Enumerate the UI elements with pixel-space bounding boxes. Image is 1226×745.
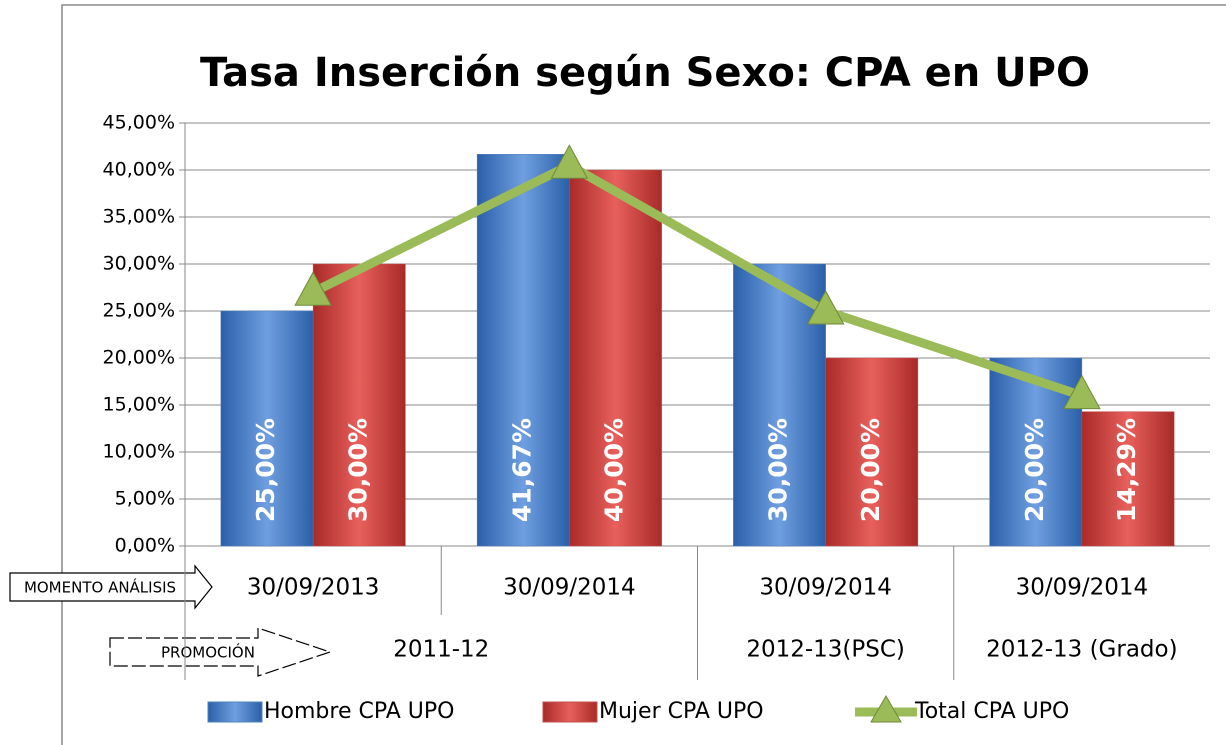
group-label: 2012-13 (Grado) [986, 637, 1177, 663]
value-label: 30,00% [764, 418, 793, 522]
y-tick-label: 10,00% [103, 441, 175, 463]
y-tick-label: 25,00% [103, 300, 175, 322]
bar [1081, 411, 1175, 547]
bar [476, 154, 570, 547]
group-label: 2012-13(PSC) [746, 637, 905, 663]
y-tick-label: 40,00% [103, 159, 175, 181]
value-label: 20,00% [856, 418, 885, 522]
legend-label: Mujer CPA UPO [599, 699, 764, 724]
bar [733, 263, 826, 547]
legend-label: Total CPA UPO [914, 699, 1069, 724]
bar [312, 263, 406, 547]
y-tick-label: 45,00% [103, 112, 175, 134]
value-label: 41,67% [507, 418, 536, 522]
chart-border [61, 4, 1226, 745]
annotation: MOMENTO ANÁLISIS [24, 578, 176, 597]
marker [294, 271, 332, 306]
x-tick-label: 30/09/2014 [759, 575, 892, 601]
value-label: 40,00% [600, 418, 629, 522]
bar [220, 310, 314, 547]
y-tick-label: 0,00% [115, 535, 175, 557]
value-label: 20,00% [1020, 418, 1049, 522]
legend-swatch [207, 701, 263, 723]
value-label: 14,29% [1112, 418, 1141, 522]
legend-swatch [542, 701, 598, 723]
bar [825, 357, 919, 547]
y-tick-label: 15,00% [103, 394, 175, 416]
value-label: 30,00% [343, 418, 372, 522]
x-tick-label: 30/09/2013 [247, 575, 380, 601]
marker [1063, 374, 1101, 410]
marker [550, 144, 589, 179]
annotation: PROMOCIÓN [161, 643, 255, 662]
marker [806, 289, 845, 325]
line [311, 160, 1084, 400]
chart-title: Tasa Inserción según Sexo: CPA en UPO [200, 50, 1090, 96]
annotation-arrow [109, 627, 332, 677]
annotation-arrow [9, 564, 213, 610]
x-tick-label: 30/09/2014 [1016, 575, 1149, 601]
x-tick-label: 30/09/2014 [503, 575, 636, 601]
bar [569, 169, 662, 547]
legend-label: Hombre CPA UPO [264, 699, 454, 724]
group-label: 2011-12 [393, 637, 489, 663]
value-label: 25,00% [251, 418, 280, 522]
y-tick-label: 35,00% [103, 206, 175, 228]
y-tick-label: 5,00% [115, 488, 175, 510]
y-tick-label: 30,00% [103, 253, 175, 275]
legend-swatch [870, 694, 902, 723]
y-tick-label: 20,00% [103, 347, 175, 369]
